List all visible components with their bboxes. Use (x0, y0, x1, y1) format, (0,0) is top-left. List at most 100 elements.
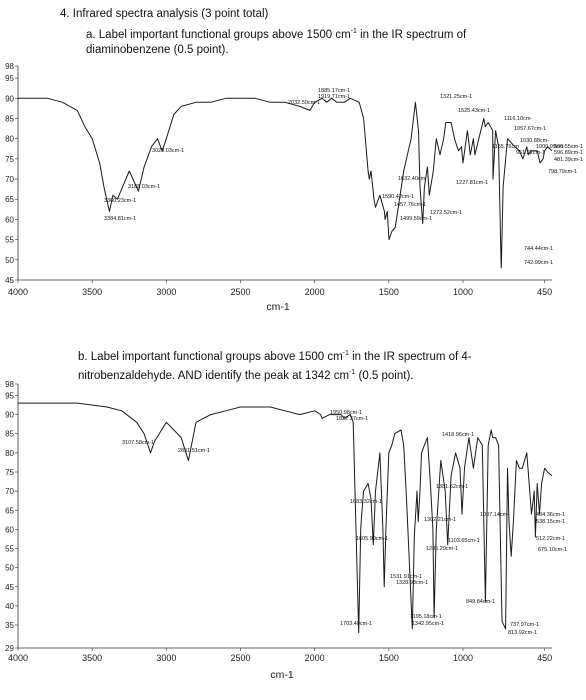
y-tick-label: 80 (5, 135, 14, 144)
x-tick-label: 1500 (379, 653, 399, 663)
peak-label: 1030.88cm- (520, 138, 549, 144)
peak-label: 1590.42cm-1 (382, 194, 414, 200)
y-tick-label: 80 (5, 449, 14, 458)
peak-label: 1457.76cm-1 (394, 202, 426, 208)
peak-label: 3188.03cm-1 (128, 184, 160, 190)
peak-label: 1885.17cm-1 (318, 88, 350, 94)
peak-label: 1103.65cm-1 (448, 538, 480, 544)
part-b-prompt: b. Label important functional groups abo… (78, 346, 528, 384)
peak-label: 1632.40cm (398, 176, 426, 182)
peak-label: 1286.29cm-1 (426, 546, 458, 552)
peak-label: 3360.23cm-1 (104, 198, 136, 204)
peak-label: 951.22cm-1 (516, 150, 545, 156)
y-tick-label: 95 (5, 391, 14, 400)
ir-spectrum-chart-a: 98 95 90 85 80 75 70 65 60 55 50 45 4000 3500 3000 2500… (5, 62, 583, 313)
y-tick-label: 95 (5, 74, 14, 83)
peak-label: 675.10cm-1 (538, 547, 567, 553)
peak-label: 560.55cm-1 (554, 144, 583, 150)
y-tick-label: 90 (5, 94, 14, 103)
part-b-line2: nitrobenzaldehyde. AND identify the peak… (78, 369, 350, 382)
peak-label: 849.84cm-1 (466, 599, 495, 605)
y-tick-label: 35 (5, 621, 14, 630)
x-tick-label: 2500 (230, 653, 250, 663)
x-tick-label: 3000 (156, 287, 176, 297)
peak-label: 737.97cm-1 (510, 622, 539, 628)
peak-label: 1950.98cm-1 (330, 410, 362, 416)
peak-label: 1822.37cm-1 (336, 416, 368, 422)
peak-label: 1683.32cm-1 (350, 499, 382, 505)
peak-label: 1057.67cm-1 (514, 126, 546, 132)
x-tick-label: 4000 (8, 653, 28, 663)
part-b-sup: -1 (342, 350, 349, 357)
peak-label: 3384.81cm-1 (104, 216, 136, 222)
peak-label: 596.89cm-1 (554, 150, 583, 156)
y-tick-label: 90 (5, 411, 14, 420)
peak-label: 1000.99cm- (536, 144, 565, 150)
part-a-sup: -1 (350, 28, 357, 35)
x-tick-label: 1000 (453, 653, 473, 663)
spectrum-line (18, 97, 553, 269)
x-tick-label: 2500 (230, 287, 250, 297)
peak-label: 512.22cm-1 (536, 536, 565, 542)
peak-label: 1272.52cm-1 (430, 210, 462, 216)
peak-label: 1919.71cm-1 (318, 94, 350, 100)
part-b-sup2: -1 (349, 368, 356, 376)
y-tick-label: 45 (5, 276, 14, 285)
peak-label: 813.92cm-1 (508, 630, 537, 636)
part-b-text-after: in the IR spectrum of 4- (348, 350, 472, 363)
peak-label: 2851.51cm-1 (178, 448, 210, 454)
x-tick-label: 3500 (82, 287, 102, 297)
x-tick-label: 2000 (305, 287, 325, 297)
x-tick-label: 3500 (82, 653, 102, 663)
x-tick-label: 1500 (379, 287, 399, 297)
peak-label: 1302.21cm-1 (424, 517, 456, 523)
part-b-line2-after: (0.5 point). (355, 369, 414, 382)
y-tick-label: 55 (5, 545, 14, 554)
y-tick-label: 60 (5, 525, 14, 534)
y-tick-label: 75 (5, 155, 14, 164)
peak-label: 1321.25cm-1 (440, 94, 472, 100)
peak-label: 1703.40cm-1 (340, 621, 372, 627)
x-axis-label: cm-1 (270, 669, 293, 681)
peak-label: 3107.58cm-1 (122, 440, 154, 446)
x-tick-label: 450 (537, 653, 552, 663)
y-tick-label: 55 (5, 236, 14, 245)
x-tick-label: 4000 (8, 287, 28, 297)
peak-label: 1418.96cm-1 (442, 432, 474, 438)
peak-label: 1007.14cm- (480, 512, 509, 518)
peak-label: 1155.76cm (492, 144, 519, 150)
question-title: 4. Infrared spectra analysis (3 point to… (60, 8, 269, 20)
peak-label: 1499.59cm-1 (400, 216, 432, 222)
peak-label: 744.44cm-1 (524, 246, 553, 252)
peak-label: 1227.81cm-1 (456, 180, 488, 186)
peak-label: 742.99cm-1 (524, 260, 553, 266)
peak-label: 2032.50cm-1 (288, 100, 320, 106)
part-a-prompt: a. Label important functional groups abo… (86, 24, 506, 58)
y-tick-label: 98 (5, 380, 14, 389)
peak-label: 1531.91cm-1 (390, 574, 422, 580)
peak-label: 1525.43cm-1 (458, 108, 490, 114)
y-tick-label: 50 (5, 564, 14, 573)
peak-label: 1381.62cm-1 (436, 484, 468, 490)
y-tick-label: 60 (5, 215, 14, 224)
peak-label: 1342.95cm-1 (412, 621, 444, 627)
peak-label: 1328.98cm-1 (396, 580, 428, 586)
y-tick-label: 65 (5, 195, 14, 204)
axes: 98 95 90 85 80 75 70 65 60 55 50 45 4000 3500 3000 2500… (5, 62, 552, 297)
y-tick-label: 65 (5, 506, 14, 515)
y-tick-label: 98 (5, 62, 14, 71)
x-tick-label: 1000 (453, 287, 473, 297)
spectrum-line (18, 402, 553, 634)
peak-label: 1116.10cm- (504, 116, 532, 122)
part-a-text-after: in the IR spectrum of (356, 28, 467, 41)
peak-label: 484.36cm-1 (536, 512, 565, 518)
y-tick-label: 85 (5, 430, 14, 439)
peak-label: 798.79cm-1 (548, 169, 577, 175)
y-tick-label: 50 (5, 256, 14, 265)
x-tick-label: 2000 (305, 653, 325, 663)
y-tick-label: 29 (5, 644, 14, 653)
